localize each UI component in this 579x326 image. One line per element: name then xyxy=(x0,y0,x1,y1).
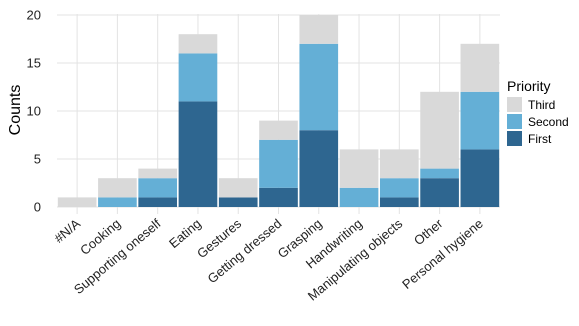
bar-segment-third xyxy=(339,149,379,188)
bar-segment-first xyxy=(178,101,218,207)
bar-segment-third xyxy=(138,168,178,179)
legend-swatch-second xyxy=(507,114,522,129)
x-tick-label: #N/A xyxy=(51,216,83,246)
y-tick-label: 15 xyxy=(27,56,41,71)
bar-segment-second xyxy=(379,178,419,198)
legend-label-first: First xyxy=(528,132,552,146)
y-axis-ticks: 0 5 10 15 20 xyxy=(27,8,41,215)
y-tick-label: 20 xyxy=(27,8,41,23)
bar-segment-second xyxy=(178,53,218,102)
x-tick-label: Getting dressed xyxy=(204,216,284,286)
bar-segment-second xyxy=(259,139,298,188)
bar-segment-third xyxy=(178,34,218,54)
x-tick-label: Other xyxy=(411,215,446,248)
legend-label-second: Second xyxy=(528,115,569,129)
bar-segment-third xyxy=(299,15,339,44)
bar-segment-third xyxy=(460,43,500,92)
bar-segment-first xyxy=(259,187,298,207)
bar-segment-second xyxy=(420,168,459,179)
bar-segment-first xyxy=(299,130,339,207)
bar-segment-third xyxy=(379,149,419,179)
bars xyxy=(57,15,500,207)
y-axis-title: Counts xyxy=(7,85,24,136)
bar-segment-second xyxy=(299,43,339,131)
bar-segment-third xyxy=(420,91,459,169)
y-tick-label: 5 xyxy=(34,152,41,167)
bar-segment-third xyxy=(218,178,258,198)
bar-segment-third xyxy=(259,120,298,140)
bar-segment-first xyxy=(218,197,258,207)
legend-swatch-third xyxy=(507,97,522,112)
bar-segment-third xyxy=(98,178,137,198)
bar-segment-second xyxy=(138,178,178,198)
bar-segment-first xyxy=(420,178,459,207)
legend-title: Priority xyxy=(507,78,551,94)
legend: Priority Third Second First xyxy=(507,78,569,146)
bar-segment-second xyxy=(98,197,137,207)
bar-segment-second xyxy=(460,91,500,150)
bar-segment-second xyxy=(339,187,379,207)
legend-swatch-first xyxy=(507,131,522,146)
bar-segment-first xyxy=(138,197,178,207)
bar-segment-first xyxy=(460,149,500,207)
legend-label-third: Third xyxy=(528,98,555,112)
bar-segment-third xyxy=(57,197,97,207)
bar-segment-first xyxy=(379,197,419,207)
y-tick-label: 0 xyxy=(34,200,41,215)
y-tick-label: 10 xyxy=(27,104,41,119)
